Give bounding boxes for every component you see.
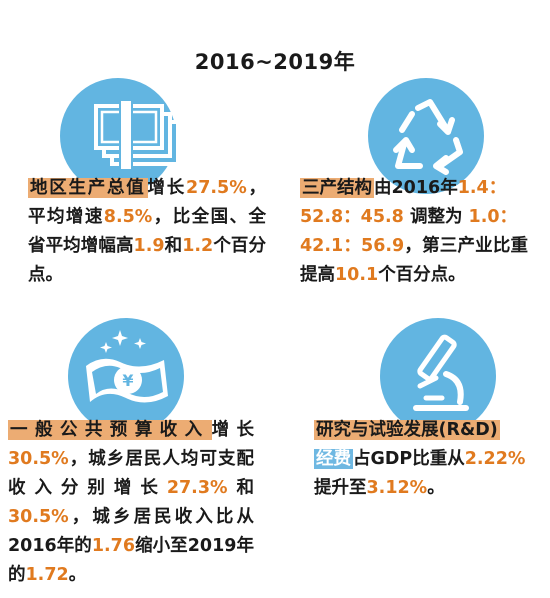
gdp-text-5: 个百分点。 xyxy=(28,236,267,285)
gdp-avg: 8.5% xyxy=(103,207,153,227)
recycle-arrows-icon xyxy=(368,78,484,194)
rd-text-2: 提升至 xyxy=(314,478,367,498)
money-bills-icon xyxy=(60,78,176,194)
budget-text-6: 。 xyxy=(68,565,87,585)
budget-text-2: ，城乡居民人均可支配收入分别增长 xyxy=(8,449,254,498)
rd-share-from: 2.22% xyxy=(464,449,526,469)
budget-text-5: 缩小至2019年的 xyxy=(8,536,254,585)
rd-label-line2: 经费 xyxy=(314,449,353,469)
income-ratio-2016: 1.76 xyxy=(91,536,136,556)
gdp-label: 地区生产总值 xyxy=(28,178,148,198)
budget-block: 一般公共预算收入 增长30.5%，城乡居民人均可支配收入分别增长27.3%和30.… xyxy=(8,416,254,590)
structure-block: 三产结构 由2016年1.4： 52.8：45.8 调整为 1.0： 42.1：56.… xyxy=(300,174,528,290)
gdp-text-4: 和 xyxy=(164,236,183,256)
structure-text-2: 调整为 xyxy=(409,207,463,227)
urban-income-growth: 27.3% xyxy=(166,478,228,498)
structure-text-3: ，第三产业比重提高 xyxy=(300,236,529,285)
rd-text-1: 占GDP比重从 xyxy=(353,449,465,469)
ratio-2019-part1: 1.0： xyxy=(468,207,518,227)
tertiary-rise: 10.1 xyxy=(335,265,379,285)
gdp-growth: 27.5% xyxy=(186,178,247,198)
budget-text-4: ，城乡居民收入比从2016年的 xyxy=(8,507,254,556)
ratio-2016-part2: 52.8：45.8 xyxy=(300,207,404,227)
microscope-icon xyxy=(380,318,496,434)
page-title: 2016~2019年 xyxy=(194,50,356,74)
structure-text-4: 个百分点。 xyxy=(378,265,466,285)
gdp-text-3: ，比全国、全省平均增幅高 xyxy=(28,207,266,256)
budget-text-3: 和 xyxy=(227,478,254,498)
structure-label: 三产结构 xyxy=(300,178,374,198)
budget-growth: 30.5% xyxy=(8,449,69,469)
rd-text-3: 。 xyxy=(427,478,445,498)
yuan-banknote-icon: ¥ xyxy=(68,318,184,434)
rd-share-to: 3.12% xyxy=(366,478,428,498)
budget-text-1: 增长 xyxy=(211,420,255,440)
budget-label: 一般公共预算收入 xyxy=(8,420,212,440)
rural-income-growth: 30.5% xyxy=(8,507,69,527)
structure-text-1: 由2016年 xyxy=(374,178,458,198)
gdp-block: 地区生产总值 增长27.5%，平均增速8.5%，比全国、全省平均增幅高1.9和1.… xyxy=(28,174,266,290)
svg-text:¥: ¥ xyxy=(122,371,133,390)
gdp-text-2: ，平均增速 xyxy=(28,178,267,227)
rd-label-line1: 研究与试验发展(R&D) xyxy=(314,420,500,440)
gdp-text-1: 增长 xyxy=(147,178,187,198)
gdp-diff-province: 1.2 xyxy=(182,236,214,256)
gdp-diff-national: 1.9 xyxy=(133,236,165,256)
ratio-2019-part2: 42.1：56.9 xyxy=(300,236,405,256)
ratio-2016-part1: 1.4： xyxy=(457,178,507,198)
income-ratio-2019: 1.72 xyxy=(25,565,69,585)
rd-block: 研究与试验发展(R&D) 经费 占GDP比重从2.22% 提升至3.12%。 xyxy=(314,416,536,503)
